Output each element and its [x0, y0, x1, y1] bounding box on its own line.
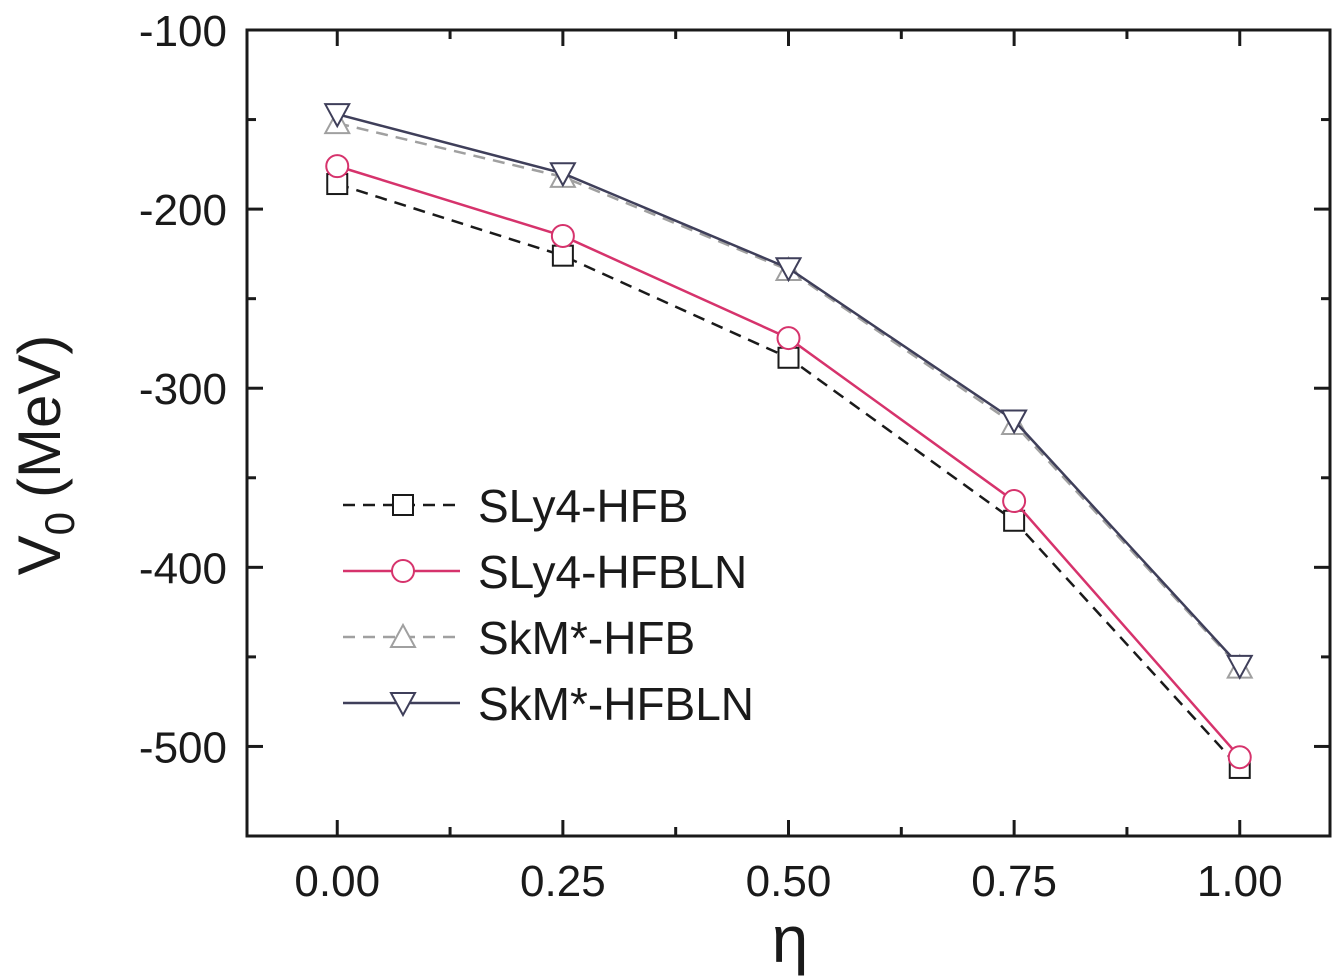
y-tick-label: -400 — [139, 544, 227, 593]
legend-item: SkM*-HFB — [343, 612, 695, 664]
y-tick-label: -100 — [139, 7, 227, 56]
data-point — [777, 346, 800, 369]
legend-label: SkM*-HFB — [478, 612, 695, 664]
x-tick-label: 0.25 — [520, 857, 606, 906]
plot-border — [245, 28, 1332, 838]
y-axis-title: V0 (MeV) — [6, 335, 83, 576]
data-point — [323, 103, 351, 129]
legend-swatch-marker — [392, 494, 414, 516]
data-point — [1226, 654, 1254, 680]
legend-item: SLy4-HFB — [343, 480, 688, 532]
data-point — [774, 257, 803, 283]
y-tick-label: -200 — [139, 186, 227, 235]
y-axis-title-unit: (MeV) — [6, 335, 73, 498]
x-tick-label: 1.00 — [1197, 857, 1283, 906]
data-point — [1003, 509, 1026, 532]
data-point — [325, 154, 350, 179]
y-axis-title-main: V — [6, 535, 73, 575]
data-point — [1227, 745, 1252, 770]
legend-item: SkM*-HFBLN — [343, 678, 754, 730]
series-line — [336, 112, 1241, 667]
data-point — [550, 223, 575, 248]
series-line — [336, 164, 1241, 759]
x-tick-label: 0.50 — [746, 857, 832, 906]
series-2 — [325, 154, 1252, 770]
x-tick-label: 0.00 — [294, 857, 380, 906]
y-tick-label: -300 — [139, 365, 227, 414]
legend: SLy4-HFB SLy4-HFBLN SkM*-HFB SkM*-HFBLN — [343, 480, 754, 730]
plot-frame — [245, 28, 1332, 838]
legend-swatch-marker — [389, 622, 417, 648]
legend-item: SLy4-HFBLN — [343, 546, 747, 598]
data-point — [551, 244, 574, 267]
series-3 — [323, 109, 1254, 679]
data-point — [549, 162, 577, 188]
x-axis-title: η — [772, 902, 809, 976]
data-point — [1000, 409, 1028, 435]
svg-text:V0(MeV): V0 (MeV) — [6, 335, 83, 576]
legend-label: SLy4-HFBLN — [478, 546, 747, 598]
y-axis-title-subscript: 0 — [36, 512, 83, 535]
series-4 — [323, 103, 1254, 680]
x-tick-label: 0.75 — [971, 857, 1057, 906]
legend-label: SLy4-HFB — [478, 480, 688, 532]
axis-ticks: 0.00 0.25 0.50 0.75 1.00 -100 -200 -300 -400 -500 — [139, 7, 1330, 906]
series-lines — [323, 103, 1254, 779]
legend-label: SkM*-HFBLN — [478, 678, 754, 730]
legend-swatch-marker — [389, 692, 417, 718]
legend-swatch-marker — [391, 559, 415, 583]
data-point — [776, 326, 801, 351]
series-line — [336, 121, 1241, 669]
data-point — [1002, 489, 1027, 514]
y-tick-label: -500 — [139, 723, 227, 772]
